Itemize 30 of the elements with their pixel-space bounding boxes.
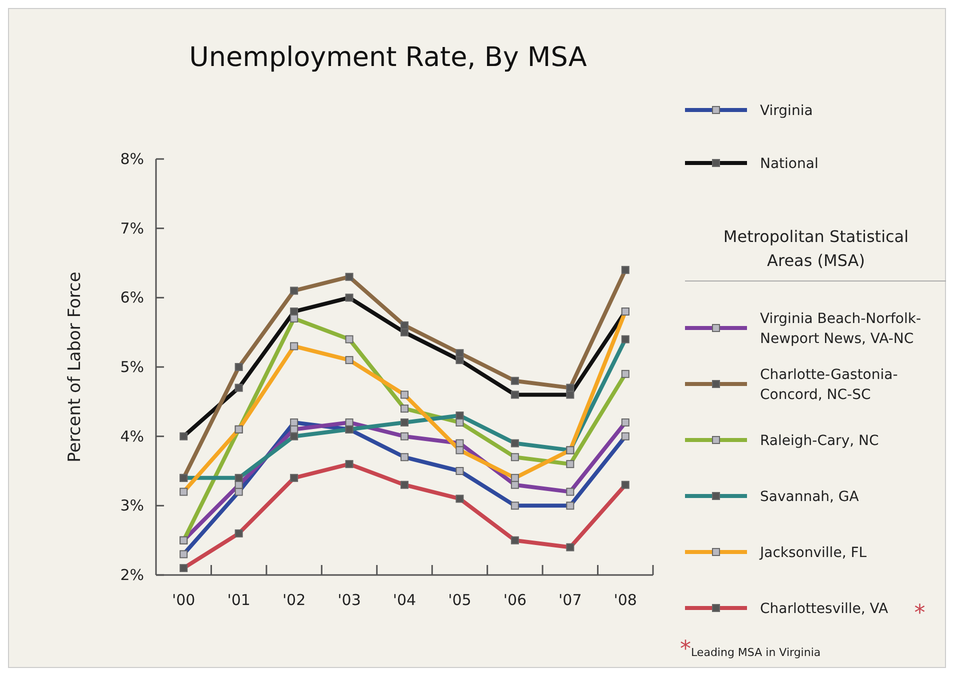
x-tick-label: '00 <box>172 591 196 609</box>
legend-label: National <box>760 156 818 172</box>
y-axis-title: Percent of Labor Force <box>65 272 85 462</box>
x-tick-label: '08 <box>614 591 637 609</box>
legend-label: Virginia Beach-Norfolk-Newport News, VA-NC <box>760 311 921 347</box>
y-tick-label: 2% <box>120 566 144 584</box>
x-tick-label: '04 <box>392 591 416 609</box>
y-tick-label: 5% <box>120 358 144 376</box>
x-tick-label: '01 <box>227 591 250 609</box>
x-tick-label: '05 <box>448 591 472 609</box>
legend-label: Raleigh-Cary, NC <box>760 433 879 449</box>
text: Leading MSA in Virginia <box>691 646 821 659</box>
legend-label: Virginia <box>760 103 813 119</box>
y-tick-label: 7% <box>120 219 144 238</box>
legend-label: Savannah, GA <box>760 489 860 505</box>
y-tick-label: 8% <box>120 150 144 168</box>
y-tick-label: 4% <box>120 427 144 446</box>
legend-label: Charlotte-Gastonia-Concord, NC-SC <box>760 367 898 403</box>
x-tick-label: '06 <box>503 591 527 609</box>
text: * <box>914 601 926 626</box>
legend-label: Jacksonville, FL <box>759 545 867 561</box>
y-tick-label: 6% <box>120 288 144 307</box>
chart-title: Unemployment Rate, By MSA <box>189 42 588 73</box>
x-tick-label: '03 <box>338 591 361 609</box>
x-tick-label: '02 <box>282 591 306 609</box>
x-tick-label: '07 <box>558 591 582 609</box>
y-tick-label: 3% <box>120 496 144 515</box>
text: * <box>680 637 691 662</box>
legend-label: Charlottesville, VA <box>760 601 888 617</box>
legend-title: Metropolitan Statistical Areas (MSA) <box>723 227 909 270</box>
